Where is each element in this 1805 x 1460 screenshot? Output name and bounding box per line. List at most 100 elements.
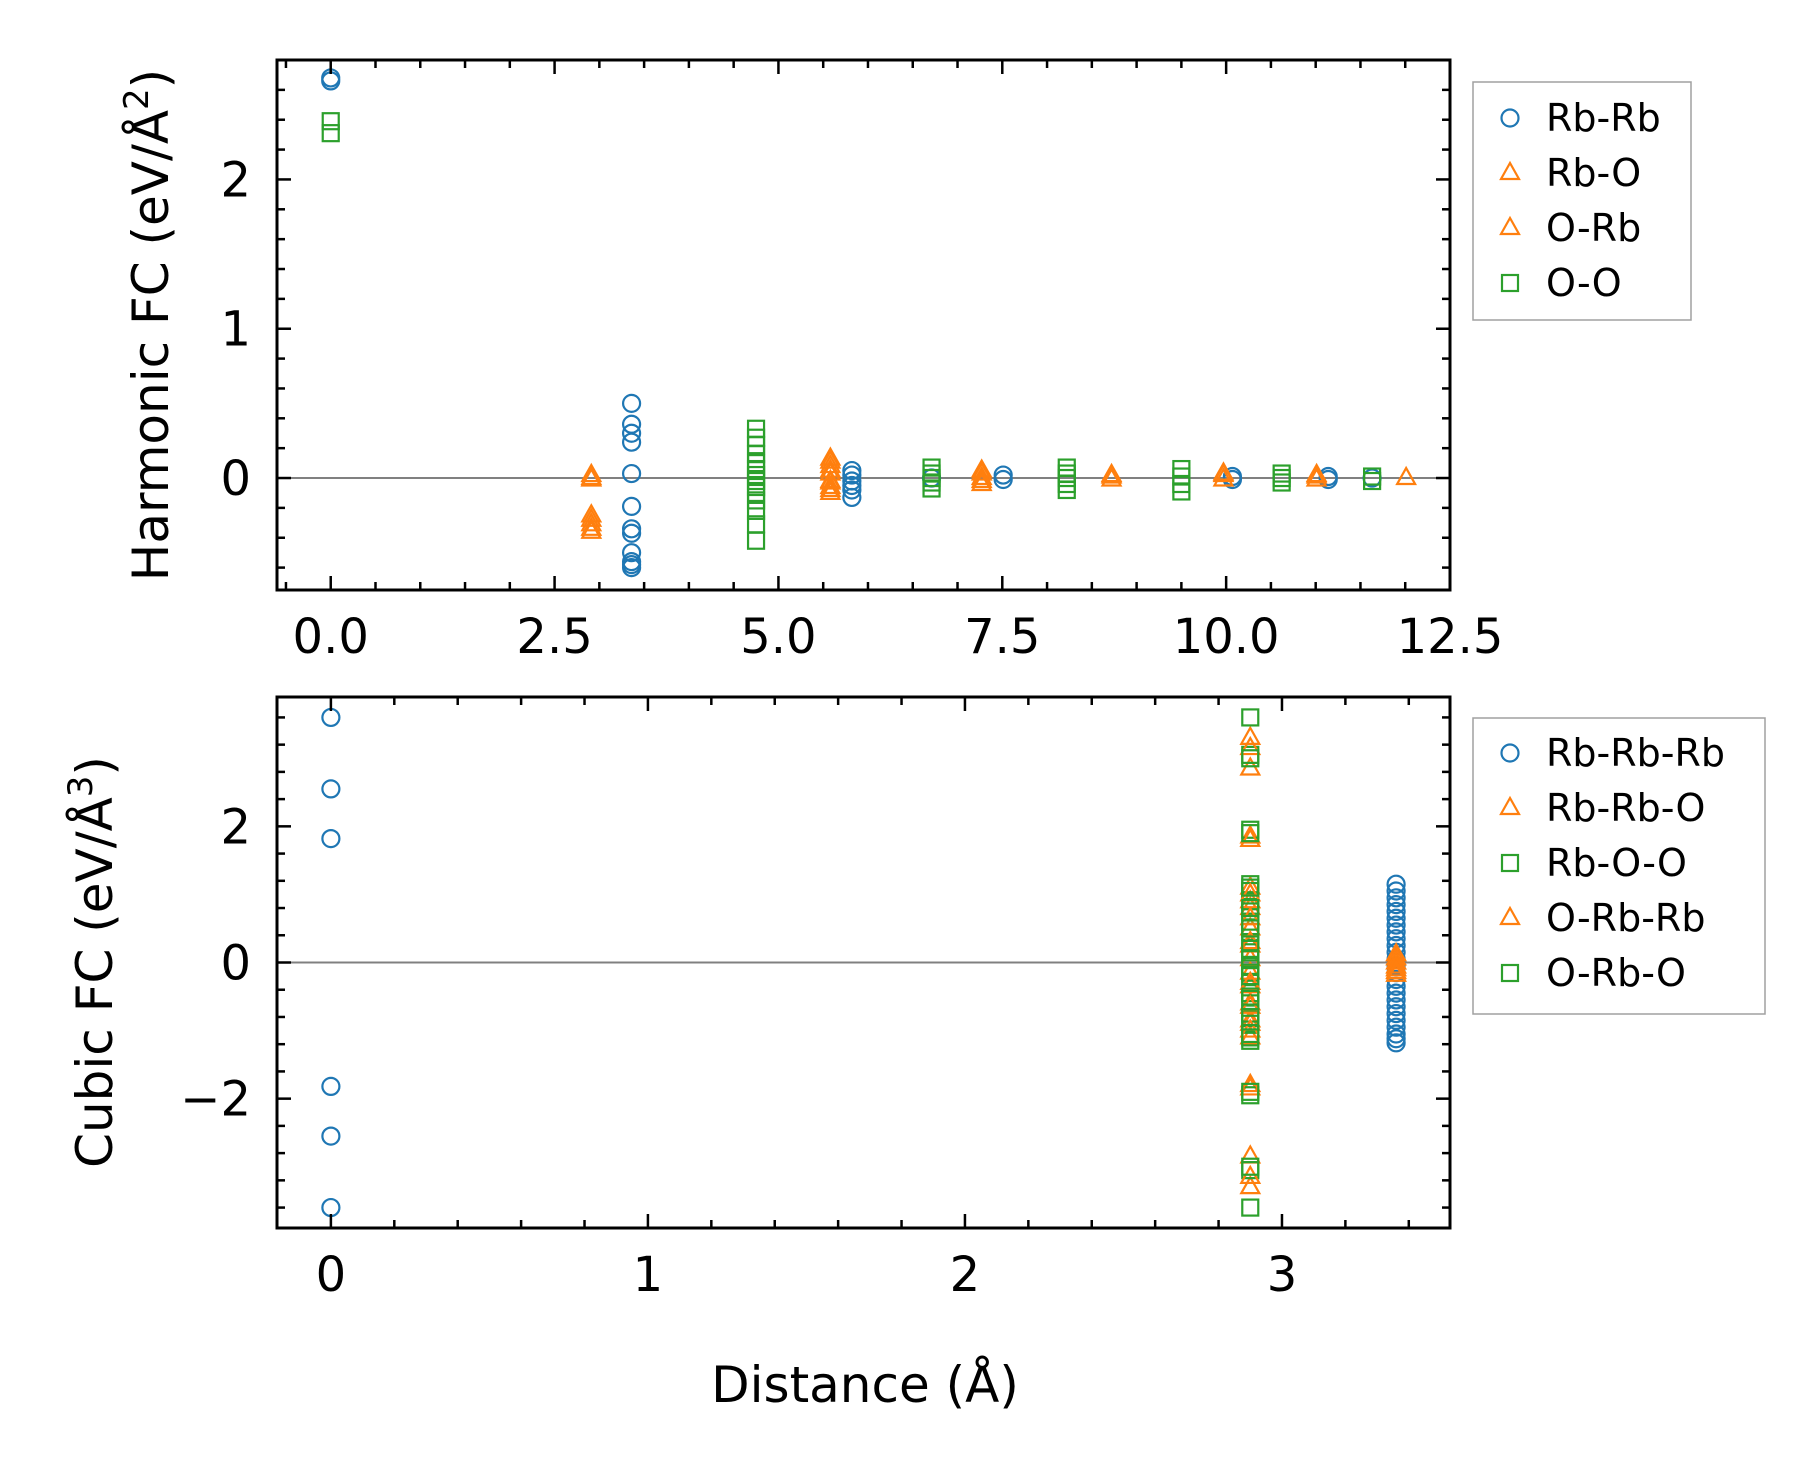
x-tick-label: 3 xyxy=(1267,1247,1298,1303)
data-point xyxy=(1239,735,1262,756)
x-tick-label: 7.5 xyxy=(964,609,1040,665)
legend-marker xyxy=(1500,743,1520,763)
x-tick-label: 5.0 xyxy=(740,609,816,665)
x-tick-label: 0 xyxy=(316,1247,347,1303)
data-point xyxy=(1239,827,1262,848)
data-point xyxy=(621,423,642,443)
series-rb-rb xyxy=(321,68,1382,578)
data-point xyxy=(1057,480,1076,500)
data-point xyxy=(1212,467,1235,487)
legend-marker xyxy=(1500,273,1520,293)
data-point xyxy=(321,124,340,143)
legend-marker xyxy=(1499,905,1521,926)
data-point xyxy=(819,470,842,490)
data-point xyxy=(321,1076,341,1097)
legend-entry: O-O xyxy=(1500,261,1622,305)
y-tick-label: 2 xyxy=(220,799,251,855)
data-point xyxy=(1386,1017,1406,1037)
data-point xyxy=(1241,1198,1260,1217)
cubic-y-axis-label: Cubic FC (eV/Å3) xyxy=(61,756,124,1168)
data-point xyxy=(580,519,603,539)
y-tick-label: 0 xyxy=(220,451,251,507)
data-point xyxy=(1386,881,1406,901)
data-point xyxy=(580,465,603,486)
legend-marker xyxy=(1499,160,1521,181)
legend-label: O-O xyxy=(1546,261,1622,305)
data-point xyxy=(993,465,1013,485)
data-point xyxy=(1386,1024,1406,1044)
data-point xyxy=(1386,901,1406,922)
series-o-rb xyxy=(580,449,1328,536)
data-point xyxy=(1241,967,1260,986)
data-point xyxy=(1362,471,1382,491)
data-point xyxy=(1241,987,1260,1006)
data-point xyxy=(1386,1033,1406,1053)
data-point xyxy=(1212,462,1235,483)
data-point xyxy=(993,469,1013,490)
data-point xyxy=(580,516,603,536)
data-point xyxy=(1241,1157,1260,1176)
harmonic-axes-frame xyxy=(275,58,1452,592)
x-tick-label: 10.0 xyxy=(1173,609,1280,665)
data-point xyxy=(1241,749,1260,768)
data-point xyxy=(842,460,862,481)
legend-label: Rb-O-O xyxy=(1546,841,1687,885)
data-point xyxy=(1241,708,1260,727)
data-point xyxy=(321,1126,341,1146)
legend-entry: Rb-O-O xyxy=(1500,841,1687,885)
legend-entry: O-Rb xyxy=(1499,206,1641,250)
data-point xyxy=(819,477,842,498)
data-point xyxy=(1241,824,1260,843)
data-point xyxy=(1385,959,1407,980)
data-point xyxy=(1272,473,1291,492)
legend-label: Rb-O xyxy=(1546,151,1641,195)
data-point xyxy=(1239,824,1262,844)
y-tick-label: 2 xyxy=(220,152,251,208)
data-point xyxy=(580,512,603,532)
harmonic-tick-labels: 0.0 2.5 5.0 7.5 10.0 12.5 0 1 2 xyxy=(220,152,1503,665)
data-point xyxy=(621,393,642,413)
data-point xyxy=(1395,465,1418,486)
data-point xyxy=(621,558,642,578)
data-point xyxy=(1241,939,1260,958)
data-point xyxy=(621,519,642,539)
data-point xyxy=(922,479,941,498)
cubic-panel: 0 1 2 3 −2 0 2 Cubic FC (eV/Å3) Distance (Å) R… xyxy=(61,695,1766,1414)
data-point xyxy=(970,465,993,486)
data-point xyxy=(819,449,842,469)
data-point xyxy=(1241,1007,1260,1027)
data-point xyxy=(1386,1010,1406,1030)
data-point xyxy=(819,480,842,501)
legend-entry: Rb-O xyxy=(1499,151,1641,195)
x-tick-label: 1 xyxy=(633,1247,664,1303)
data-point xyxy=(580,507,603,527)
x-tick-label: 12.5 xyxy=(1397,609,1504,665)
data-point xyxy=(1386,895,1406,915)
y-tick-label: 0 xyxy=(220,936,251,992)
data-point xyxy=(970,461,993,481)
data-point xyxy=(1172,482,1191,501)
legend-label: O-Rb-O xyxy=(1546,951,1686,995)
data-point xyxy=(621,523,642,543)
data-point xyxy=(1386,983,1406,1003)
data-point xyxy=(1386,997,1406,1017)
data-point xyxy=(621,432,642,452)
data-point xyxy=(621,463,642,484)
data-point xyxy=(1386,1003,1406,1024)
data-point xyxy=(1386,922,1406,942)
data-point xyxy=(1385,946,1407,966)
data-point xyxy=(842,475,862,496)
legend-label: Rb-Rb-Rb xyxy=(1546,731,1725,775)
harmonic-legend-box xyxy=(1472,81,1692,321)
harmonic-legend-entries: Rb-Rb Rb-O O-Rb O-O xyxy=(1499,96,1661,305)
legend-entry: Rb-Rb xyxy=(1500,96,1661,140)
data-point xyxy=(842,487,862,508)
data-point xyxy=(970,471,993,492)
cubic-legend: Rb-Rb-Rb Rb-Rb-O Rb-O-O O-Rb-Rb O-Rb-O xyxy=(1472,717,1766,1015)
cubic-tick-labels: 0 1 2 3 −2 0 2 xyxy=(180,799,1297,1303)
data-point xyxy=(1100,464,1123,484)
data-point xyxy=(970,458,993,478)
data-point xyxy=(842,465,862,485)
data-point xyxy=(321,779,341,799)
data-point xyxy=(1305,467,1328,487)
